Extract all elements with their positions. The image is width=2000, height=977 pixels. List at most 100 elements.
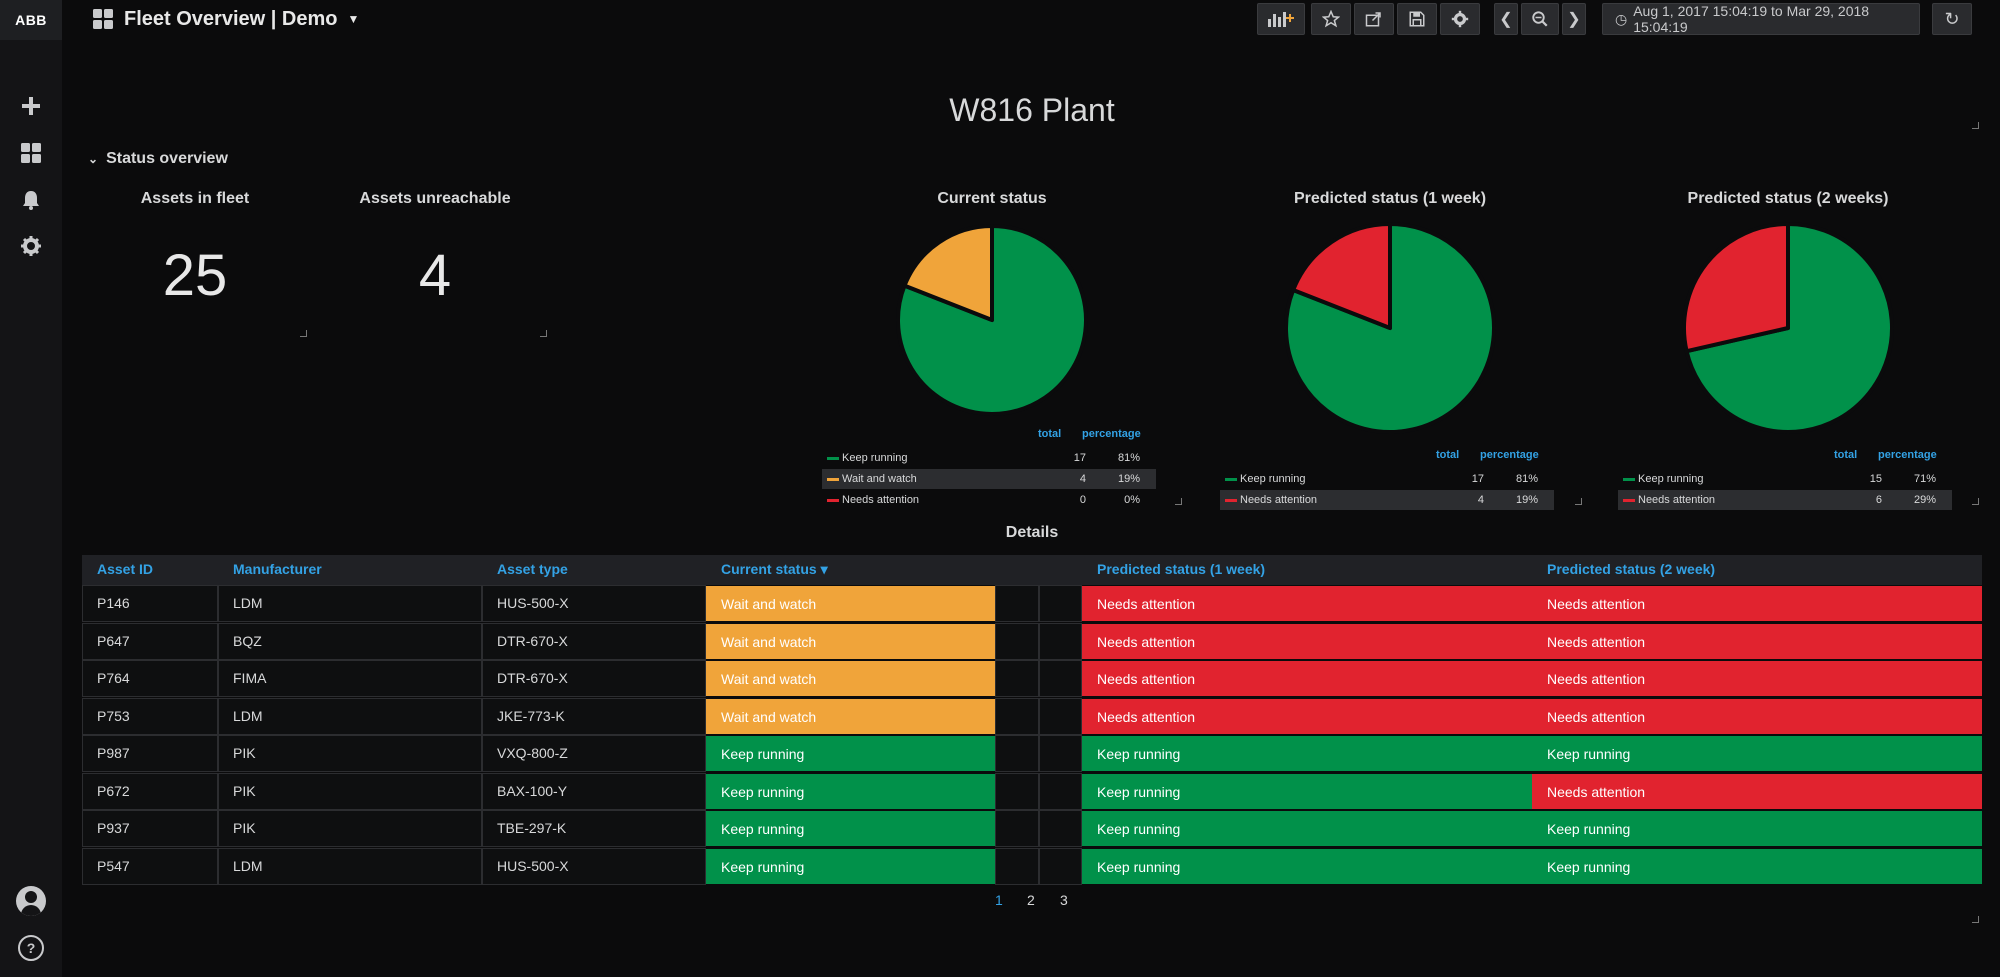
- table-cell-bg: [82, 697, 218, 735]
- table-row[interactable]: P987 PIK VXQ-800-Z Keep running Keep running…: [82, 735, 1982, 772]
- table-cell: Keep running: [1532, 735, 1982, 772]
- save-button[interactable]: [1397, 3, 1437, 35]
- legend-percentage: 81%: [1515, 473, 1538, 485]
- table-cell: Needs attention: [1082, 585, 1532, 622]
- pie-slice-needs-attention[interactable]: [1291, 222, 1392, 330]
- help-icon[interactable]: ?: [18, 935, 44, 961]
- table-cell: LDM: [233, 707, 263, 724]
- table-row[interactable]: P672 PIK BAX-100-Y Keep running Keep running…: [82, 772, 1982, 810]
- legend-swatch: [827, 457, 839, 460]
- table-row[interactable]: P547 LDM HUS-500-X Keep running Keep running…: [82, 847, 1982, 885]
- table-cell-bg: [82, 735, 218, 772]
- user-avatar[interactable]: [16, 886, 46, 916]
- panel-resize-handle[interactable]: [1575, 498, 1582, 505]
- legend-header-percentage[interactable]: percentage: [1480, 449, 1539, 461]
- legend-row[interactable]: Keep running 17 81%: [1220, 469, 1554, 489]
- legend-swatch: [1623, 499, 1635, 502]
- add-panel-button[interactable]: [1257, 3, 1305, 35]
- legend-percentage: 0%: [1124, 494, 1140, 506]
- page-link[interactable]: 2: [1027, 892, 1035, 908]
- table-cell-bg: [482, 660, 706, 697]
- page-link[interactable]: 3: [1060, 892, 1068, 908]
- dashboards-icon[interactable]: [15, 137, 47, 169]
- table-cell: BAX-100-Y: [497, 782, 568, 799]
- table-cell-bg: [218, 772, 482, 810]
- row-collapse-toggle[interactable]: ⌄ Status overview: [88, 150, 228, 168]
- legend-row[interactable]: Needs attention 0 0%: [822, 490, 1156, 510]
- dashboard-picker[interactable]: Fleet Overview | Demo ▼: [92, 6, 359, 32]
- stat-title-assets-in-fleet: Assets in fleet: [140, 190, 250, 207]
- legend-label: Keep running: [1638, 473, 1704, 485]
- legend-row[interactable]: Needs attention 4 19%: [1220, 490, 1554, 510]
- table-cell: Keep running: [706, 847, 995, 885]
- gear-icon[interactable]: [15, 230, 47, 262]
- zoom-out-button[interactable]: [1521, 3, 1559, 35]
- column-header[interactable]: Predicted status (1 week): [1097, 561, 1266, 577]
- pie-slice-needs-attention[interactable]: [1682, 222, 1790, 354]
- table-row[interactable]: P937 PIK TBE-297-K Keep running Keep running…: [82, 810, 1982, 847]
- legend-total: 0: [1079, 494, 1086, 506]
- legend-row[interactable]: Keep running 15 71%: [1618, 469, 1952, 489]
- time-range-picker[interactable]: ◷ Aug 1, 2017 15:04:19 to Mar 29, 2018 1…: [1602, 3, 1920, 35]
- refresh-button[interactable]: ↻: [1932, 3, 1972, 35]
- legend-swatch: [1225, 478, 1237, 481]
- table-row[interactable]: P753 LDM JKE-773-K Wait and watch Needs atte…: [82, 697, 1982, 735]
- table-row[interactable]: P146 LDM HUS-500-X Wait and watch Needs atte…: [82, 585, 1982, 622]
- table-row[interactable]: P764 FIMA DTR-670-X Wait and watch Needs att…: [82, 660, 1982, 697]
- column-header[interactable]: Asset type: [497, 561, 568, 577]
- panel-resize-handle[interactable]: [1972, 916, 1979, 923]
- pie-slice-wait-and-watch[interactable]: [902, 224, 994, 322]
- time-forward-button[interactable]: ❯: [1562, 3, 1586, 35]
- table-row[interactable]: P647 BQZ DTR-670-X Wait and watch Needs atte…: [82, 622, 1982, 660]
- bell-icon[interactable]: [15, 184, 47, 216]
- table-cell: Needs attention: [1532, 660, 1982, 697]
- panel-resize-handle[interactable]: [540, 330, 547, 337]
- share-icon: [1365, 12, 1381, 27]
- table-cell-bg: [1039, 735, 1082, 772]
- bar-chart-plus-icon: [1268, 12, 1294, 27]
- table-cell-bg: [482, 772, 706, 810]
- share-button[interactable]: [1354, 3, 1394, 35]
- panel-resize-handle[interactable]: [1972, 498, 1979, 505]
- legend-row[interactable]: Wait and watch 4 19%: [822, 469, 1156, 489]
- legend-header-percentage[interactable]: percentage: [1878, 449, 1937, 461]
- table-cell-bg: [218, 622, 482, 660]
- table-cell: Needs attention: [1082, 660, 1532, 697]
- caret-down-icon: ▼: [347, 12, 360, 26]
- stat-value-assets-unreachable: 4: [418, 243, 452, 308]
- panel-resize-handle[interactable]: [300, 330, 307, 337]
- column-header[interactable]: Asset ID: [97, 561, 154, 577]
- table-cell: BQZ: [233, 632, 262, 649]
- column-header[interactable]: Manufacturer: [233, 561, 322, 577]
- time-back-button[interactable]: ❮: [1494, 3, 1518, 35]
- abb-logo[interactable]: ABB: [0, 0, 62, 40]
- table-cell: Wait and watch: [706, 622, 995, 660]
- legend-header-total[interactable]: total: [1436, 449, 1460, 461]
- legend-total: 4: [1477, 494, 1484, 506]
- legend-row[interactable]: Keep running 17 81%: [822, 448, 1156, 468]
- table-cell: PIK: [233, 820, 256, 836]
- zoom-icon: [1532, 11, 1548, 27]
- table-cell: Keep running: [1082, 735, 1532, 772]
- table-cell-bg: [995, 622, 1039, 660]
- table-cell-bg: [218, 810, 482, 847]
- legend-header-total[interactable]: total: [1834, 449, 1858, 461]
- clock-icon: ◷: [1615, 10, 1628, 27]
- star-button[interactable]: [1311, 3, 1351, 35]
- legend-header-total[interactable]: total: [1038, 428, 1062, 440]
- legend-percentage: 19%: [1117, 473, 1140, 485]
- chevron-left-icon: ❮: [1499, 11, 1513, 28]
- legend-label: Needs attention: [842, 494, 920, 506]
- page-link[interactable]: 1: [995, 892, 1003, 908]
- panel-resize-handle[interactable]: [1972, 122, 1979, 129]
- table-cell: Keep running: [1082, 847, 1532, 885]
- legend-row[interactable]: Needs attention 6 29%: [1618, 490, 1952, 510]
- legend-header-percentage[interactable]: percentage: [1082, 428, 1141, 440]
- table-cell: Wait and watch: [706, 660, 995, 697]
- settings-button[interactable]: [1440, 3, 1480, 35]
- plus-icon[interactable]: [15, 90, 47, 122]
- column-header[interactable]: Predicted status (2 week): [1547, 561, 1716, 577]
- column-header[interactable]: Current status ▾: [721, 561, 828, 577]
- table-cell-bg: [1039, 660, 1082, 697]
- panel-resize-handle[interactable]: [1175, 498, 1182, 505]
